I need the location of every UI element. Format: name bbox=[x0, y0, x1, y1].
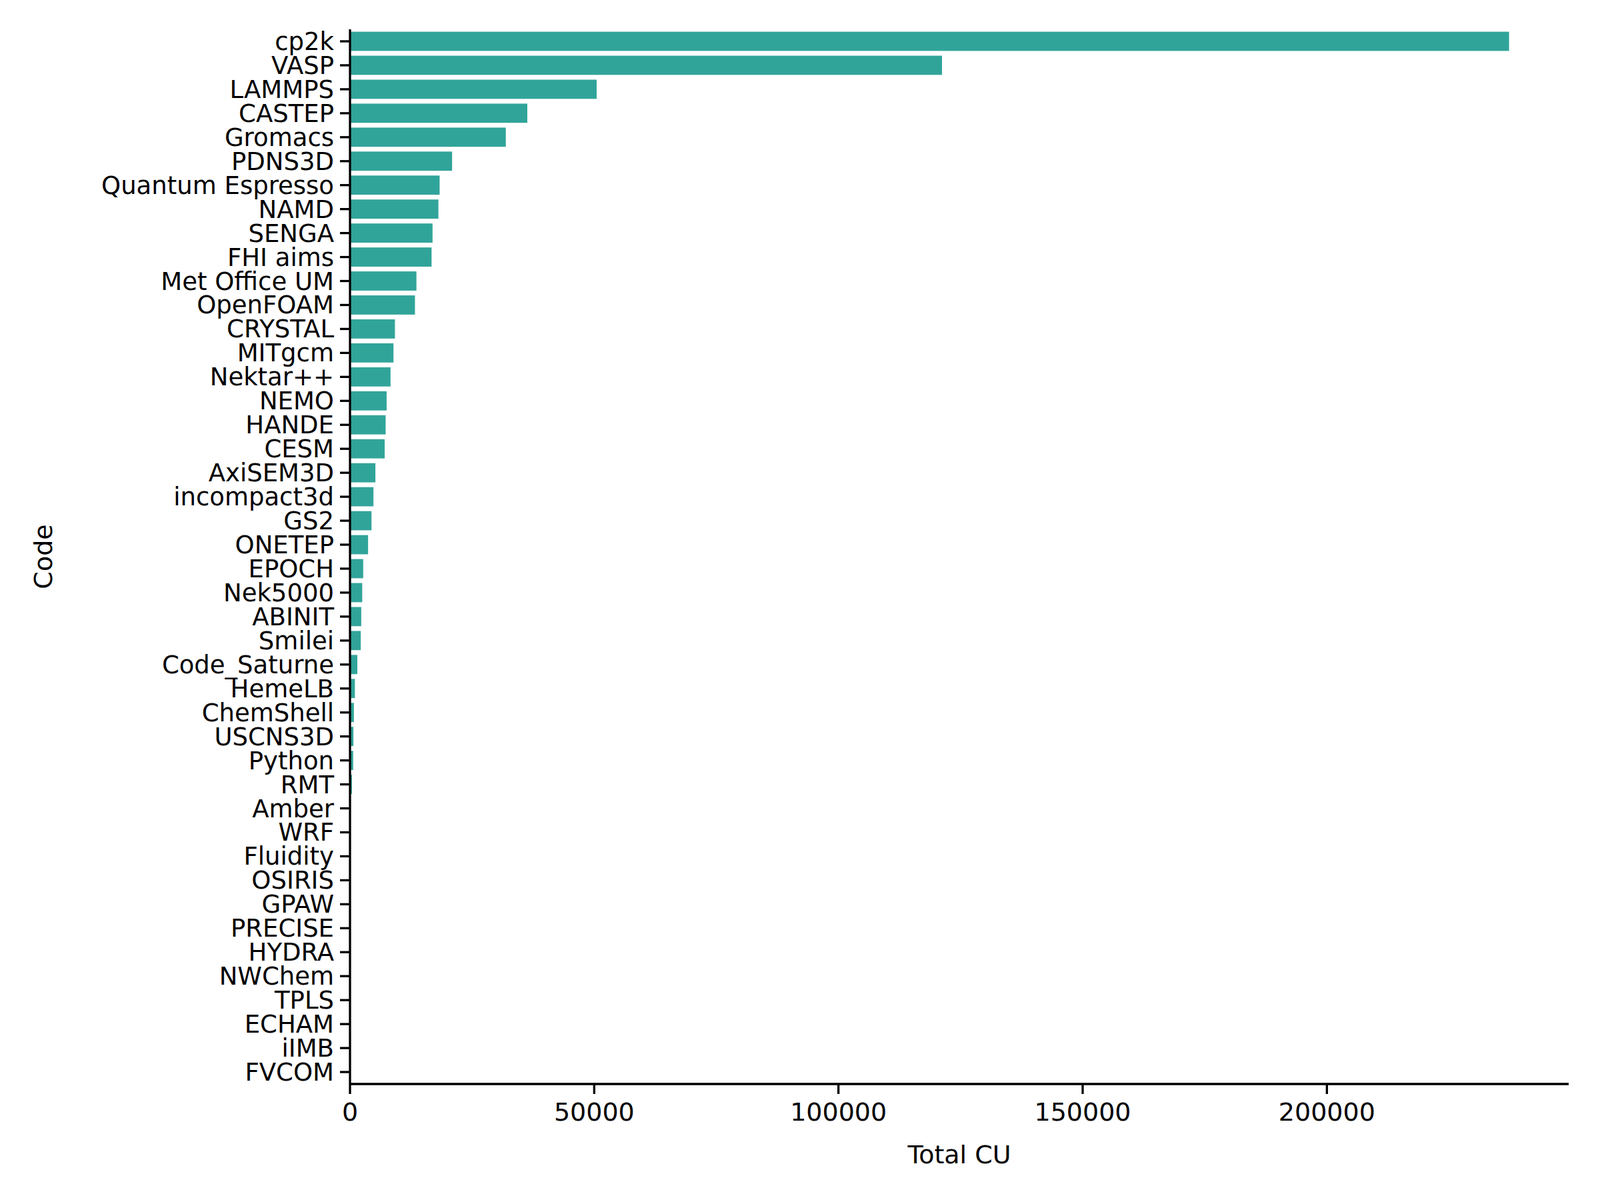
bar bbox=[350, 367, 391, 387]
bar bbox=[350, 511, 372, 531]
bar bbox=[350, 32, 1510, 52]
y-tick bbox=[340, 783, 350, 786]
bar bbox=[350, 127, 506, 147]
x-axis-line bbox=[350, 1082, 1569, 1085]
chart: 050000100000150000200000cp2kVASPLAMMPSCA… bbox=[0, 0, 1600, 1200]
y-tick bbox=[340, 903, 350, 906]
bar bbox=[350, 630, 361, 650]
y-axis-line bbox=[348, 29, 351, 1084]
y-tick bbox=[340, 64, 350, 66]
bars bbox=[350, 32, 1510, 1082]
bar bbox=[350, 319, 395, 339]
bar bbox=[350, 56, 942, 76]
y-tick bbox=[340, 1046, 350, 1049]
x-tick bbox=[1326, 1084, 1328, 1094]
x-axis-label: Total CU bbox=[906, 1140, 1011, 1170]
bar bbox=[350, 247, 432, 267]
y-tick bbox=[340, 711, 350, 714]
y-tick bbox=[340, 951, 350, 954]
bar bbox=[350, 151, 452, 171]
x-tick bbox=[348, 1084, 351, 1094]
bar bbox=[350, 463, 376, 483]
bar bbox=[350, 439, 385, 459]
y-tick bbox=[340, 232, 350, 234]
y-tick bbox=[340, 352, 350, 354]
bar bbox=[350, 199, 439, 219]
x-tick-label: 100000 bbox=[790, 1097, 887, 1127]
bar bbox=[350, 295, 415, 315]
x-tick-label: 50000 bbox=[554, 1097, 635, 1127]
bar bbox=[350, 223, 433, 243]
y-tick bbox=[340, 831, 350, 834]
y-tick bbox=[340, 735, 350, 738]
bar bbox=[350, 607, 362, 627]
y-tick bbox=[340, 280, 350, 282]
bar bbox=[350, 175, 440, 195]
y-tick bbox=[340, 663, 350, 666]
y-tick bbox=[340, 184, 350, 186]
y-tick bbox=[340, 975, 350, 978]
y-tick-label: FVCOM bbox=[245, 1058, 334, 1087]
y-tick bbox=[340, 256, 350, 258]
bar bbox=[350, 415, 386, 435]
y-tick bbox=[340, 543, 350, 546]
y-tick bbox=[340, 1070, 350, 1073]
y-axis-label: Code bbox=[28, 524, 58, 589]
y-tick bbox=[340, 591, 350, 594]
x-tick bbox=[1081, 1084, 1084, 1094]
bar bbox=[350, 343, 394, 363]
y-tick bbox=[340, 999, 350, 1002]
y-tick bbox=[340, 1022, 350, 1025]
y-tick bbox=[340, 304, 350, 306]
x-tick bbox=[593, 1084, 596, 1094]
bar bbox=[350, 391, 387, 411]
bar bbox=[350, 535, 368, 555]
y-tick bbox=[340, 424, 350, 426]
y-tick bbox=[340, 112, 350, 114]
bar bbox=[350, 271, 417, 291]
y-tick bbox=[340, 639, 350, 642]
y-tick bbox=[340, 376, 350, 378]
y-tick bbox=[340, 519, 350, 522]
y-tick bbox=[340, 88, 350, 90]
y-tick bbox=[340, 567, 350, 570]
y-tick bbox=[340, 615, 350, 618]
y-tick bbox=[340, 759, 350, 762]
x-tick-label: 0 bbox=[342, 1097, 358, 1127]
x-tick-label: 200000 bbox=[1278, 1097, 1376, 1127]
y-tick bbox=[340, 400, 350, 402]
y-tick bbox=[340, 927, 350, 930]
y-tick bbox=[340, 40, 350, 42]
y-tick bbox=[340, 879, 350, 882]
bar bbox=[350, 80, 597, 100]
y-tick bbox=[340, 208, 350, 210]
axes: 050000100000150000200000cp2kVASPLAMMPSCA… bbox=[101, 27, 1569, 1127]
bar bbox=[350, 583, 362, 603]
y-tick bbox=[340, 160, 350, 162]
y-tick bbox=[340, 448, 350, 450]
y-tick bbox=[340, 472, 350, 474]
y-tick bbox=[340, 136, 350, 138]
bar bbox=[350, 103, 528, 123]
x-tick bbox=[837, 1084, 840, 1094]
x-tick-label: 150000 bbox=[1034, 1097, 1131, 1127]
y-tick bbox=[340, 495, 350, 498]
y-tick bbox=[340, 807, 350, 810]
y-tick bbox=[340, 328, 350, 330]
y-tick bbox=[340, 687, 350, 690]
y-tick bbox=[340, 855, 350, 858]
bar bbox=[350, 559, 364, 579]
bar bbox=[350, 487, 374, 507]
